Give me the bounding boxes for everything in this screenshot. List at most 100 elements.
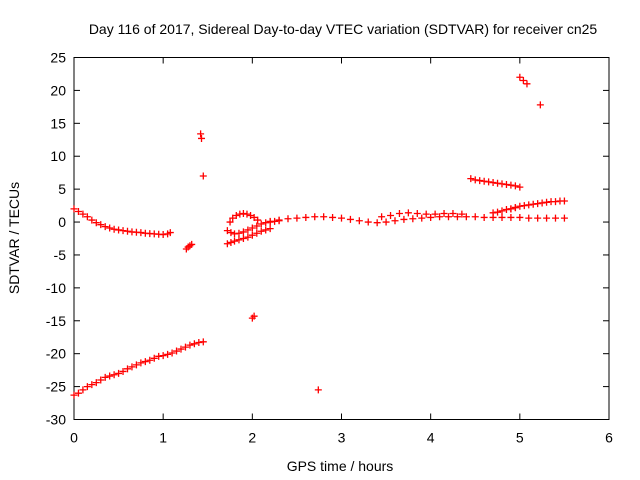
series-arc-g — [266, 213, 568, 227]
data-point — [395, 209, 403, 217]
data-point — [244, 226, 252, 234]
data-point — [119, 367, 127, 375]
data-point — [231, 230, 238, 238]
data-point — [115, 226, 123, 234]
data-point — [409, 215, 417, 223]
data-point — [529, 200, 537, 208]
data-point — [70, 205, 78, 213]
data-point — [364, 218, 372, 226]
data-point — [198, 134, 206, 142]
data-point — [534, 200, 542, 208]
data-point — [387, 211, 395, 219]
data-point — [543, 214, 551, 222]
series-isolated — [197, 73, 544, 394]
series-arc-h — [378, 209, 466, 221]
data-point — [400, 215, 408, 223]
data-point — [476, 177, 484, 185]
data-point — [338, 214, 345, 222]
data-point — [97, 376, 105, 384]
data-point — [239, 209, 247, 217]
data-point — [239, 235, 247, 242]
data-point — [471, 176, 479, 184]
data-point — [168, 349, 176, 357]
data-point — [511, 204, 519, 212]
x-tick-label: 6 — [605, 430, 613, 446]
data-point — [516, 213, 524, 221]
data-point — [516, 202, 524, 210]
data-point — [177, 345, 185, 353]
data-point — [244, 233, 252, 241]
y-tick-label: -5 — [54, 247, 67, 263]
data-point — [431, 210, 439, 218]
data-point — [525, 201, 533, 209]
data-point — [74, 208, 82, 216]
data-point — [159, 352, 167, 360]
data-point — [137, 229, 145, 237]
data-point — [88, 381, 96, 389]
data-point — [320, 213, 328, 221]
data-point — [467, 175, 475, 183]
data-point — [227, 229, 235, 237]
y-tick-label: -25 — [46, 379, 66, 395]
data-point — [248, 224, 256, 232]
data-point — [516, 183, 524, 191]
data-point — [516, 73, 524, 81]
data-point — [223, 240, 231, 248]
data-points — [70, 73, 568, 399]
plot-frame — [73, 57, 610, 420]
data-point — [106, 224, 114, 232]
data-point — [262, 219, 270, 227]
data-point — [346, 215, 354, 223]
x-tick-label: 2 — [248, 430, 256, 446]
x-tick-label: 5 — [516, 430, 524, 446]
y-tick-label: -15 — [46, 313, 66, 329]
data-point — [480, 177, 488, 185]
data-point — [427, 213, 435, 221]
data-point — [236, 210, 244, 218]
y-tick-label: 25 — [50, 50, 66, 66]
data-point — [197, 130, 205, 138]
data-point — [498, 180, 506, 188]
data-point — [293, 214, 301, 222]
data-point — [190, 340, 198, 348]
data-point — [253, 229, 261, 237]
data-point — [243, 210, 251, 218]
data-point — [164, 350, 172, 358]
data-point — [266, 217, 274, 225]
data-point — [498, 207, 506, 215]
data-point — [250, 213, 258, 221]
data-point — [124, 227, 131, 235]
y-tick-label: 0 — [58, 214, 66, 230]
data-point — [422, 210, 430, 218]
data-point — [485, 178, 493, 186]
data-point — [489, 179, 497, 187]
data-point — [534, 214, 542, 222]
data-point — [195, 338, 203, 346]
data-point — [155, 352, 163, 360]
data-point — [257, 227, 265, 235]
data-point — [458, 210, 466, 218]
data-point — [124, 365, 131, 373]
series-arc-b — [70, 338, 207, 399]
data-point — [97, 221, 105, 229]
data-point — [239, 228, 247, 236]
data-point — [418, 214, 426, 222]
data-point — [92, 219, 100, 227]
data-point — [284, 215, 292, 223]
data-point — [520, 202, 528, 210]
y-tick-label: 5 — [58, 181, 66, 197]
y-tick-label: -30 — [46, 412, 66, 428]
data-point — [79, 210, 87, 218]
series-arc-d — [223, 225, 274, 248]
data-point — [186, 341, 194, 349]
data-point — [83, 213, 91, 221]
data-point — [232, 211, 240, 219]
data-point — [229, 214, 237, 222]
data-point — [378, 213, 386, 221]
data-point — [254, 216, 262, 224]
data-point — [79, 386, 87, 394]
series-arc-i — [467, 175, 524, 191]
data-point — [449, 209, 457, 217]
data-point — [141, 358, 149, 366]
data-point — [519, 77, 527, 85]
